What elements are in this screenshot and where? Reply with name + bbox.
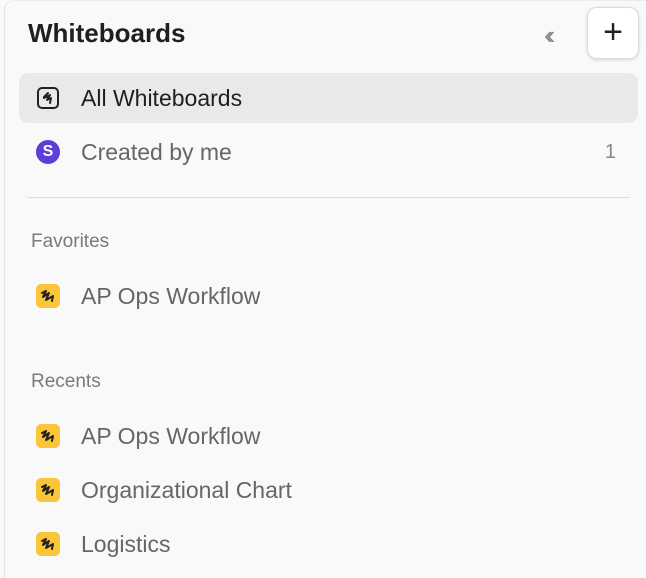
item-label: Logistics bbox=[81, 530, 171, 557]
nav-label: All Whiteboards bbox=[81, 84, 243, 111]
item-label: Organizational Chart bbox=[81, 476, 292, 503]
count-badge: 1 bbox=[604, 140, 616, 163]
whiteboard-icon bbox=[37, 87, 59, 109]
nav-created-by-me[interactable]: S Created by me 1 bbox=[19, 127, 638, 177]
double-chevron-left-icon: ‹‹ bbox=[544, 20, 556, 50]
favorites-heading: Favorites bbox=[31, 231, 110, 252]
nav-label: Created by me bbox=[81, 138, 232, 165]
nav-all-whiteboards[interactable]: All Whiteboards bbox=[19, 73, 638, 123]
whiteboard-yellow-icon bbox=[36, 424, 60, 448]
add-whiteboard-button[interactable]: + bbox=[587, 7, 639, 59]
recent-item[interactable]: Logistics bbox=[19, 519, 638, 569]
divider bbox=[27, 197, 630, 198]
recent-item[interactable]: Organizational Chart bbox=[19, 465, 638, 515]
item-label: AP Ops Workflow bbox=[81, 422, 261, 449]
recents-heading: Recents bbox=[31, 371, 101, 392]
whiteboard-yellow-icon bbox=[36, 532, 60, 556]
recent-item[interactable]: AP Ops Workflow bbox=[19, 411, 638, 461]
avatar: S bbox=[36, 140, 60, 164]
collapse-sidebar-button[interactable]: ‹‹ bbox=[544, 20, 556, 51]
page-title: Whiteboards bbox=[28, 18, 186, 48]
whiteboard-yellow-icon bbox=[36, 478, 60, 502]
whiteboard-yellow-icon bbox=[36, 284, 60, 308]
favorite-item[interactable]: AP Ops Workflow bbox=[19, 271, 638, 321]
item-label: AP Ops Workflow bbox=[81, 282, 261, 309]
